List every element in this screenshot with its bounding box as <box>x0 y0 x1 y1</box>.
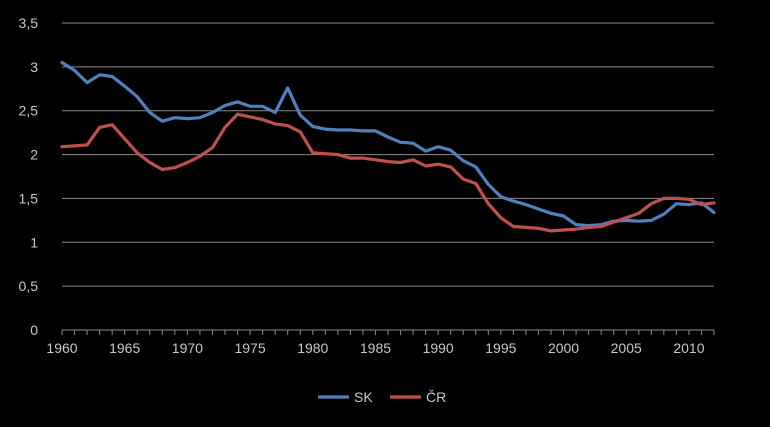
legend-label: SK <box>354 389 373 405</box>
x-axis-tick-labels: 1960 1965 1970 1975 1980 1985 1990 1995 2000 2005… <box>46 340 704 356</box>
y-tick-label: 3,5 <box>19 15 39 31</box>
x-tick-label: 1960 <box>46 340 77 356</box>
x-tick-label: 2010 <box>673 340 704 356</box>
x-tick-label: 2005 <box>611 340 642 356</box>
x-tick-label: 1995 <box>485 340 516 356</box>
y-tick-label: 2,5 <box>19 103 39 119</box>
series-line--r <box>60 112 716 233</box>
x-tick-label: 1965 <box>109 340 140 356</box>
y-tick-label: 3 <box>30 59 38 75</box>
y-axis-tick-labels: 0 0,5 1 1,5 2 2,5 3 3,5 <box>19 15 39 338</box>
y-tick-label: 0 <box>30 322 38 338</box>
y-tick-label: 1,5 <box>19 190 39 206</box>
legend-label: ČR <box>426 389 446 405</box>
x-axis-ticks <box>61 330 715 335</box>
x-tick-label: 1980 <box>297 340 328 356</box>
x-tick-label: 1970 <box>172 340 203 356</box>
y-tick-label: 2 <box>30 147 38 163</box>
y-tick-label: 1 <box>30 234 38 250</box>
y-tick-label: 0,5 <box>19 278 39 294</box>
gridlines <box>62 22 714 287</box>
x-tick-label: 1975 <box>234 340 265 356</box>
legend: SK ČR <box>318 389 446 405</box>
series-lines <box>60 60 716 233</box>
x-tick-label: 1990 <box>423 340 454 356</box>
x-tick-label: 1985 <box>360 340 391 356</box>
x-tick-label: 2000 <box>548 340 579 356</box>
